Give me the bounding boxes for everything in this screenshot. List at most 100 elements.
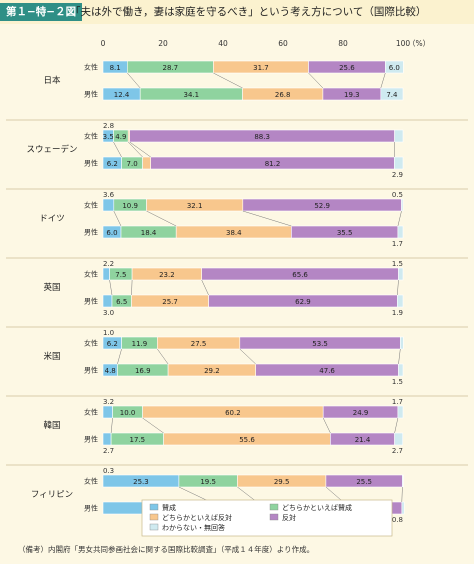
segment-value-label: 81.2 xyxy=(265,160,281,168)
outer-value-label: 2.8 xyxy=(103,122,114,130)
segment-value-label: 27.5 xyxy=(191,340,207,348)
country-label: ドイツ xyxy=(39,214,65,224)
outer-value-label: 0.8 xyxy=(392,516,403,524)
sex-label: 男性 xyxy=(84,504,98,513)
segment-value-label: 3.5 xyxy=(103,133,114,141)
connector-line xyxy=(109,279,113,296)
connector-line xyxy=(239,348,256,365)
outer-value-label: 3.0 xyxy=(103,309,114,317)
legend-swatch xyxy=(149,503,159,511)
country-label: 韓国 xyxy=(43,420,60,431)
connector-line xyxy=(201,279,209,296)
axis-unit: （%） xyxy=(408,39,430,48)
segment-value-label: 4.9 xyxy=(115,133,126,141)
sex-label: 男性 xyxy=(84,435,98,444)
axis-tick-label: 40 xyxy=(218,39,228,48)
bar-segment xyxy=(102,267,110,281)
connector-line xyxy=(308,72,324,89)
segment-value-label: 10.9 xyxy=(122,202,138,210)
outer-value-label: 2.7 xyxy=(392,447,403,455)
segment-value-label: 6.0 xyxy=(106,229,117,237)
bar-segment xyxy=(398,267,404,281)
segment-value-label: 25.7 xyxy=(162,298,178,306)
connector-line xyxy=(157,348,169,365)
connector-line xyxy=(237,486,258,503)
outer-value-label: 1.5 xyxy=(392,260,403,268)
legend-swatch xyxy=(149,523,159,531)
bar-segment xyxy=(397,225,404,239)
connector-line xyxy=(178,486,211,503)
outer-value-label: 1.9 xyxy=(392,309,403,317)
bar-segment xyxy=(102,294,113,308)
segment-value-label: 11.9 xyxy=(132,340,148,348)
figure-label: 第１−特−２図 xyxy=(0,3,83,21)
sex-label: 男性 xyxy=(84,159,98,168)
country-label: 日本 xyxy=(43,75,61,86)
connector-line xyxy=(113,141,122,158)
bar-segment xyxy=(380,87,404,101)
segment-value-label: 8.1 xyxy=(110,64,121,72)
bar-segment xyxy=(396,294,404,308)
bar-segment xyxy=(394,432,404,446)
segment-value-label: 6.5 xyxy=(116,298,127,306)
connector-line xyxy=(397,279,399,296)
segment-value-label: 53.5 xyxy=(312,340,328,348)
segment-value-label: 29.2 xyxy=(204,367,220,375)
sex-label: 男性 xyxy=(84,297,98,306)
segment-value-label: 62.9 xyxy=(295,298,311,306)
segment-value-label: 18.4 xyxy=(141,229,157,237)
sex-label: 男性 xyxy=(84,366,98,375)
connector-line xyxy=(128,141,143,158)
bar-segment xyxy=(384,60,404,74)
connector-line xyxy=(117,348,122,365)
segment-value-label: 24.9 xyxy=(353,409,369,417)
segment-value-label: 25.5 xyxy=(356,478,372,486)
connector-line xyxy=(213,72,243,89)
bar-segment xyxy=(402,474,404,488)
segment-value-label: 6.2 xyxy=(107,160,118,168)
legend-label: わからない・無回答 xyxy=(162,523,225,532)
outer-value-label: 3.6 xyxy=(103,191,115,199)
outer-value-label: 1.7 xyxy=(392,240,403,248)
segment-value-label: 52.9 xyxy=(314,202,330,210)
segment-value-label: 26.8 xyxy=(275,91,291,99)
outer-value-label: 2.7 xyxy=(103,447,114,455)
segment-value-label: 29.5 xyxy=(274,478,290,486)
segment-value-label: 23.2 xyxy=(159,271,175,279)
outer-value-label: 2.2 xyxy=(103,260,114,268)
bar-segment xyxy=(401,198,404,212)
country-label: 米国 xyxy=(43,351,60,362)
outer-value-label: 1.5 xyxy=(392,378,403,386)
legend-swatch xyxy=(149,513,159,521)
bar-segment xyxy=(102,405,113,419)
segment-value-label: 7.5 xyxy=(115,271,126,279)
outer-value-label: 1.0 xyxy=(103,329,114,337)
segment-value-label: 55.6 xyxy=(239,436,255,444)
bar-segment xyxy=(401,501,405,515)
outer-value-label: 0.3 xyxy=(103,467,114,475)
connector-line xyxy=(142,417,164,434)
segment-value-label: 65.6 xyxy=(292,271,308,279)
segment-value-label: 25.6 xyxy=(339,64,355,72)
segment-value-label: 12.4 xyxy=(114,91,130,99)
country-label: 英国 xyxy=(43,282,60,293)
segment-value-label: 6.2 xyxy=(107,340,118,348)
sex-label: 女性 xyxy=(84,201,98,210)
axis-tick-label: 100 xyxy=(396,39,411,48)
connector-line xyxy=(325,486,344,503)
segment-value-label: 19.5 xyxy=(200,478,216,486)
connector-line xyxy=(398,348,401,365)
segment-value-label: 25.3 xyxy=(133,478,149,486)
segment-value-label: 10.0 xyxy=(120,409,136,417)
connector-line xyxy=(131,279,133,296)
sex-label: 男性 xyxy=(84,90,98,99)
segment-value-label: 31.7 xyxy=(253,64,269,72)
sex-label: 女性 xyxy=(84,408,98,417)
segment-value-label: 7.0 xyxy=(127,160,138,168)
axis-tick-label: 0 xyxy=(101,39,106,48)
segment-value-label: 16.9 xyxy=(135,367,151,375)
legend-label: どちらかといえば賛成 xyxy=(282,503,352,512)
outer-value-label: 0.5 xyxy=(392,191,403,199)
segment-value-label: 38.4 xyxy=(226,229,242,237)
bar-segment xyxy=(394,129,404,143)
